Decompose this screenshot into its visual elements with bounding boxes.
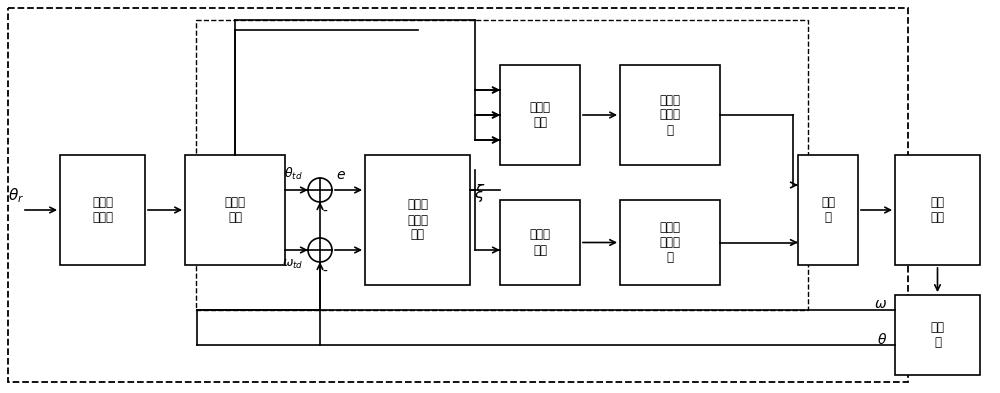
Bar xyxy=(895,155,980,265)
Text: 跟踪微
分器: 跟踪微 分器 xyxy=(224,196,246,224)
Bar xyxy=(620,65,720,165)
Text: 执行
器: 执行 器 xyxy=(821,196,835,224)
Circle shape xyxy=(308,178,332,202)
Text: $\omega_{td}$: $\omega_{td}$ xyxy=(282,258,303,271)
Text: 第一结
构滤波
器: 第一结 构滤波 器 xyxy=(660,94,680,136)
Text: -: - xyxy=(322,265,327,279)
Text: $\theta$: $\theta$ xyxy=(877,332,887,347)
Text: 第二控
制器: 第二控 制器 xyxy=(530,228,550,257)
Bar xyxy=(196,20,808,310)
Text: -: - xyxy=(322,205,327,219)
Bar xyxy=(60,155,145,265)
Circle shape xyxy=(308,238,332,262)
Bar xyxy=(500,200,580,285)
Text: 第二结
构滤波
器: 第二结 构滤波 器 xyxy=(660,221,680,264)
Bar xyxy=(185,155,285,265)
Bar xyxy=(500,65,580,165)
Text: 敏感
器: 敏感 器 xyxy=(930,321,944,349)
Text: 第一控
制器: 第一控 制器 xyxy=(530,101,550,129)
Text: $\theta_{td}$: $\theta_{td}$ xyxy=(284,166,303,182)
Bar xyxy=(620,200,720,285)
Text: 单神经
元分流
模块: 单神经 元分流 模块 xyxy=(407,198,428,242)
Text: 挠性
卫星: 挠性 卫星 xyxy=(930,196,944,224)
Bar xyxy=(365,155,470,285)
Text: $\theta_r$: $\theta_r$ xyxy=(8,187,24,206)
Text: $\xi$: $\xi$ xyxy=(474,182,485,204)
Bar xyxy=(798,155,858,265)
Bar xyxy=(895,295,980,375)
Text: $e$: $e$ xyxy=(336,168,346,182)
Text: 调度逻
辑模块: 调度逻 辑模块 xyxy=(92,196,113,224)
Text: $\omega$: $\omega$ xyxy=(874,297,887,311)
